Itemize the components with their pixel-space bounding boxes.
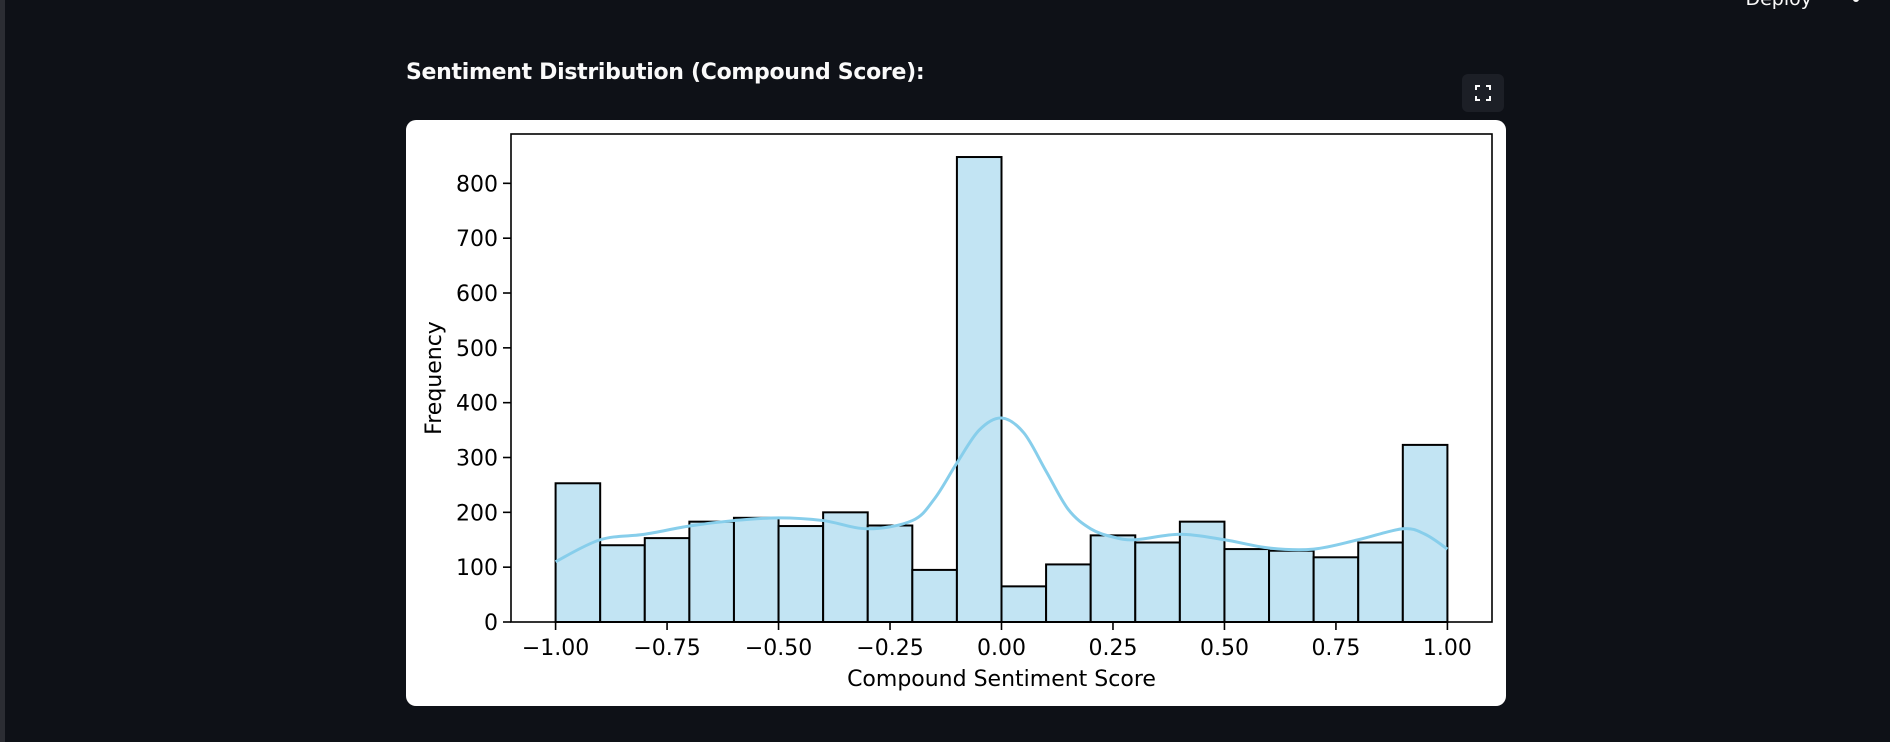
fullscreen-button[interactable]	[1462, 74, 1504, 112]
histogram-bar	[1224, 549, 1269, 622]
histogram-bar	[868, 525, 913, 622]
x-tick-label: −0.75	[633, 636, 700, 661]
page-title: Sentiment Distribution (Compound Score):	[406, 60, 924, 85]
histogram-bar	[912, 570, 957, 622]
x-tick-label: −1.00	[522, 636, 589, 661]
x-tick-label: −0.25	[856, 636, 923, 661]
y-tick-label: 700	[456, 227, 498, 252]
y-tick-label: 200	[456, 501, 498, 526]
x-tick-label: −0.50	[745, 636, 812, 661]
histogram-bar	[1002, 586, 1047, 622]
histogram-bar	[1358, 542, 1403, 622]
y-axis-label: Frequency	[422, 321, 447, 435]
y-tick-label: 0	[484, 611, 498, 636]
histogram-bar	[1135, 542, 1180, 622]
histogram-bar	[645, 538, 690, 622]
x-tick-label: 0.50	[1200, 636, 1249, 661]
histogram-bar	[1269, 551, 1314, 622]
x-tick-label: 0.75	[1311, 636, 1360, 661]
y-tick-label: 600	[456, 282, 498, 307]
x-tick-label: 1.00	[1423, 636, 1472, 661]
y-tick-label: 800	[456, 172, 498, 197]
y-tick-label: 100	[456, 556, 498, 581]
histogram-bar	[1091, 535, 1136, 622]
chart-card: −1.00 −0.75 −0.50 −0.25 0.00 0.25 0.50 0.75 1.00…	[406, 120, 1506, 706]
deploy-button[interactable]: Deploy	[1745, 0, 1812, 10]
left-rail	[0, 0, 5, 742]
top-toolbar: Deploy	[1490, 0, 1890, 16]
y-tick-label: 400	[456, 392, 498, 417]
histogram-chart: −1.00 −0.75 −0.50 −0.25 0.00 0.25 0.50 0.75 1.00…	[406, 120, 1506, 706]
kebab-vertical-icon[interactable]	[1850, 0, 1862, 12]
y-tick-label: 500	[456, 337, 498, 362]
histogram-bar	[689, 522, 734, 622]
histogram-bar	[1314, 557, 1359, 622]
histogram-bar	[957, 157, 1002, 622]
histogram-bar	[734, 518, 779, 622]
x-tick-label: 0.00	[977, 636, 1026, 661]
x-axis-label: Compound Sentiment Score	[847, 667, 1156, 692]
histogram-bar	[600, 545, 645, 622]
fullscreen-icon	[1475, 85, 1491, 101]
histogram-bar	[1046, 564, 1091, 622]
x-tick-label: 0.25	[1088, 636, 1137, 661]
histogram-bar	[779, 526, 824, 622]
histogram-bar	[556, 483, 601, 622]
y-tick-label: 300	[456, 447, 498, 472]
